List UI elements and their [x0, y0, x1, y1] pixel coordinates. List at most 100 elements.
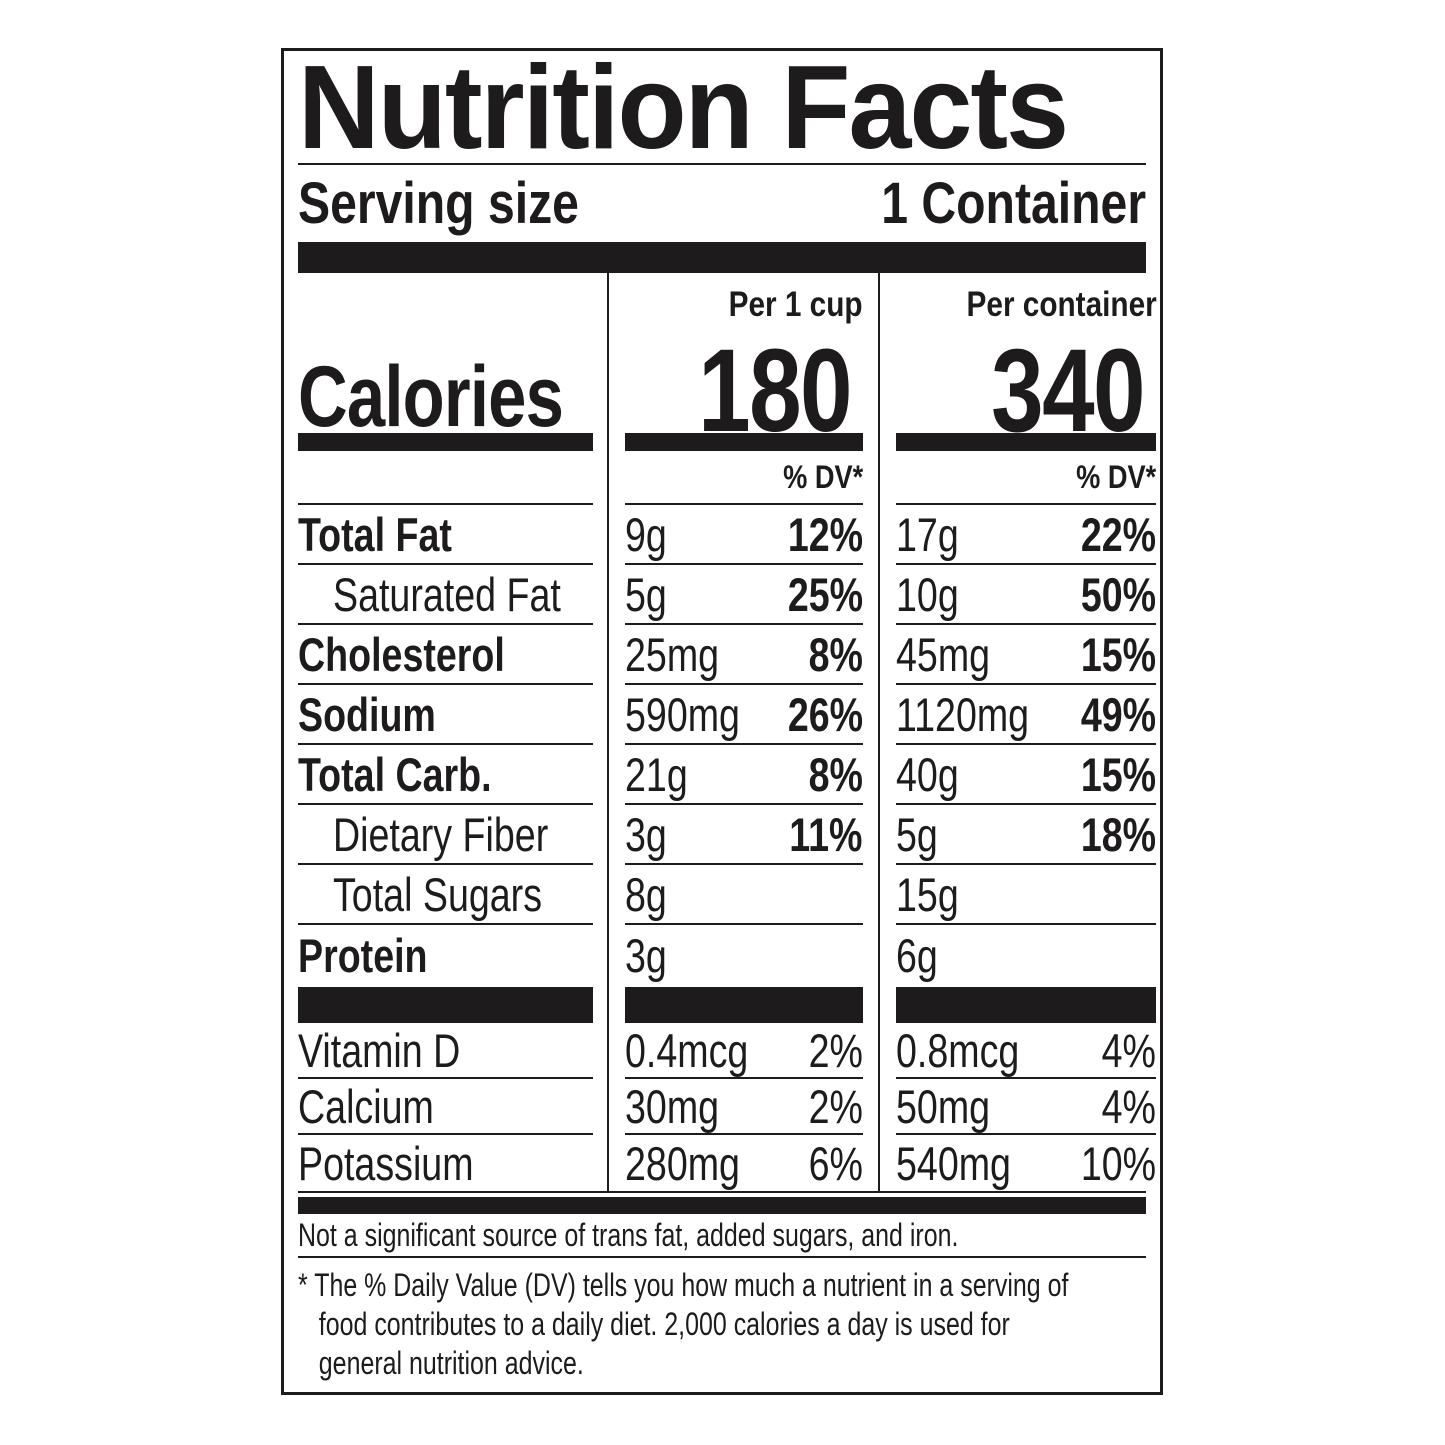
- nutrient-name: Total Sugars: [333, 867, 543, 921]
- vitamin-amount: 0.4mcg: [625, 1023, 749, 1077]
- table-row: Cholesterol: [298, 625, 593, 685]
- nutrient-dv: 26%: [787, 687, 863, 741]
- per-container-rows: 17g 22% 10g 50% 45mg 15% 1120mg 49% 40g 15% 5…: [895, 503, 1157, 985]
- table-row: 25mg 8%: [625, 625, 863, 685]
- column-per-cup: Per 1 cup 180 % DV* 9g 12% 5g 25% 25mg 8% 5…: [607, 273, 878, 1191]
- nutrient-amount: 9g: [625, 507, 667, 561]
- nutrient-amount: 45mg: [895, 627, 990, 681]
- nutrient-amount: 21g: [625, 747, 688, 801]
- nutrient-amount: 5g: [895, 807, 938, 861]
- table-row: 17g 22%: [895, 505, 1157, 565]
- calories-header-cup: Per 1 cup 180 % DV*: [625, 273, 863, 503]
- table-row: 5g 25%: [625, 565, 863, 625]
- vitamin-name: Calcium: [298, 1079, 434, 1133]
- nutrient-dv: 8%: [808, 747, 863, 801]
- table-row: 45mg 15%: [895, 625, 1157, 685]
- vitamin-amount: 280mg: [625, 1136, 740, 1190]
- calories-underline-bar: [298, 433, 593, 451]
- nutrient-name: Cholesterol: [298, 627, 505, 681]
- per-container-header: Per container: [966, 285, 1157, 324]
- nutrient-dv: 11%: [789, 807, 863, 861]
- label-title-row: Nutrition Facts: [298, 48, 1146, 174]
- table-row: 1120mg 49%: [895, 685, 1157, 745]
- vitamin-dv: 2%: [808, 1023, 863, 1077]
- table-row: 50mg 4%: [895, 1079, 1157, 1135]
- serving-size-row: Serving size 1 Container: [298, 165, 1146, 242]
- per-container-calories: 340: [991, 325, 1146, 457]
- nutrient-name: Dietary Fiber: [333, 807, 549, 861]
- vitamin-amount: 50mg: [895, 1079, 990, 1133]
- table-row: 6g: [896, 925, 1156, 985]
- table-row: 3g: [625, 925, 863, 985]
- vitamin-amount: 540mg: [895, 1136, 1011, 1190]
- serving-size-label: Serving size: [298, 171, 579, 236]
- table-row: Potassium: [298, 1135, 593, 1191]
- table-row: 9g 12%: [625, 505, 863, 565]
- per-cup-calories: 180: [698, 325, 852, 457]
- table-row: Total Fat: [298, 505, 593, 565]
- nutrient-columns: Calories Total Fat Saturated Fat Cholest…: [298, 273, 1157, 1193]
- table-row: 15g: [895, 865, 1157, 925]
- nutrient-amount: 590mg: [625, 687, 740, 741]
- nutrient-name: Protein: [298, 928, 428, 982]
- table-row: 0.4mcg 2%: [625, 1023, 863, 1079]
- serving-size-value: 1 Container: [881, 171, 1146, 236]
- nutrient-dv: 22%: [1080, 507, 1157, 561]
- bottom-divider-bar: [298, 1197, 1146, 1214]
- vitamin-amount: 0.8mcg: [895, 1023, 1020, 1077]
- table-row: 30mg 2%: [625, 1079, 863, 1135]
- per-cup-header: Per 1 cup: [728, 285, 863, 324]
- table-row: Protein: [298, 925, 593, 985]
- calories-label: Calories: [298, 349, 564, 445]
- per-cup-rows: 9g 12% 5g 25% 25mg 8% 590mg 26% 21g 8% 3g 11% …: [625, 503, 863, 985]
- column-nutrient-names: Calories Total Fat Saturated Fat Cholest…: [298, 273, 607, 1191]
- label-title: Nutrition Facts: [298, 48, 1069, 174]
- calories-underline-bar: [625, 433, 863, 451]
- nutrient-dv: 50%: [1080, 567, 1157, 621]
- per-cup-vitamin-rows: 0.4mcg 2% 30mg 2% 280mg 6%: [625, 1023, 863, 1191]
- table-row: 5g 18%: [895, 805, 1157, 865]
- nutrient-amount: 40g: [895, 747, 959, 801]
- table-row: 590mg 26%: [625, 685, 863, 745]
- vitamin-name: Vitamin D: [298, 1023, 461, 1077]
- nutrient-dv: 15%: [1080, 747, 1157, 801]
- nutrient-amount: 8g: [625, 867, 667, 921]
- column-per-container: Per container 340 % DV* 17g 22% 10g 50% 45…: [877, 273, 1160, 1191]
- dv-header-cup: % DV*: [782, 458, 863, 495]
- per-container-vitamin-rows: 0.8mcg 4% 50mg 4% 540mg 10%: [895, 1023, 1157, 1191]
- table-row: Saturated Fat: [298, 565, 593, 625]
- calories-header-names: Calories: [298, 273, 593, 503]
- nutrient-name: Total Fat: [298, 507, 452, 561]
- section-divider-bar: [298, 987, 593, 1023]
- table-row: 21g 8%: [625, 745, 863, 805]
- nutrient-name: Sodium: [298, 687, 436, 741]
- table-row: 540mg 10%: [896, 1135, 1156, 1191]
- section-divider-bar: [895, 987, 1157, 1023]
- calories-underline-bar: [895, 433, 1157, 451]
- nutrient-name: Total Carb.: [298, 747, 492, 801]
- vitamin-name: Potassium: [298, 1136, 474, 1190]
- section-divider-bar: [625, 987, 863, 1023]
- vitamin-dv: 4%: [1101, 1023, 1157, 1077]
- vitamin-dv: 2%: [808, 1079, 863, 1133]
- table-row: 280mg 6%: [625, 1135, 863, 1191]
- table-row: Total Carb.: [298, 745, 593, 805]
- nutrient-amount: 1120mg: [895, 687, 1029, 741]
- table-row: 40g 15%: [895, 745, 1157, 805]
- nutrient-dv: 15%: [1080, 627, 1157, 681]
- table-row: 3g 11%: [625, 805, 863, 865]
- dv-header-container: % DV*: [1076, 458, 1157, 495]
- table-row: 10g 50%: [895, 565, 1157, 625]
- nutrient-amount: 10g: [895, 567, 959, 621]
- nutrient-amount: 6g: [895, 928, 938, 982]
- vitamin-dv: 4%: [1101, 1079, 1157, 1133]
- nutrition-facts-label: Nutrition Facts Serving size 1 Container…: [281, 48, 1163, 1395]
- vitamin-amount: 30mg: [625, 1079, 720, 1133]
- nutrient-dv: 25%: [787, 567, 863, 621]
- nutrient-dv: 8%: [808, 627, 863, 681]
- nutrient-name-rows: Total Fat Saturated Fat Cholesterol Sodi…: [298, 503, 593, 985]
- table-row: Calcium: [298, 1079, 593, 1135]
- nutrient-amount: 3g: [625, 928, 667, 982]
- footnote-text: * The % Daily Value (DV) tells you how m…: [298, 1267, 1069, 1381]
